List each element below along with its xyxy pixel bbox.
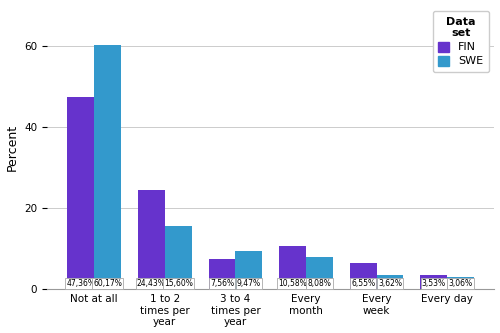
Bar: [94, 45, 121, 289]
Y-axis label: Percent: Percent: [6, 124, 18, 171]
Text: 3,06%: 3,06%: [448, 279, 472, 288]
Bar: [350, 263, 376, 289]
Bar: [376, 275, 404, 289]
Text: 9,47%: 9,47%: [236, 279, 261, 288]
Bar: [68, 97, 94, 289]
Bar: [208, 259, 236, 289]
Text: 7,56%: 7,56%: [210, 279, 234, 288]
Legend: FIN, SWE: FIN, SWE: [432, 11, 489, 72]
Bar: [306, 257, 333, 289]
Text: 24,43%: 24,43%: [137, 279, 166, 288]
Text: 6,55%: 6,55%: [351, 279, 376, 288]
Bar: [420, 275, 448, 289]
Text: 3,53%: 3,53%: [422, 279, 446, 288]
Bar: [165, 226, 192, 289]
Bar: [279, 246, 306, 289]
Text: 10,58%: 10,58%: [278, 279, 307, 288]
Bar: [448, 277, 474, 289]
Text: 15,60%: 15,60%: [164, 279, 192, 288]
Bar: [236, 251, 262, 289]
Text: 60,17%: 60,17%: [93, 279, 122, 288]
Text: 3,62%: 3,62%: [378, 279, 402, 288]
Text: 8,08%: 8,08%: [308, 279, 332, 288]
Text: 47,36%: 47,36%: [66, 279, 95, 288]
Bar: [138, 190, 165, 289]
